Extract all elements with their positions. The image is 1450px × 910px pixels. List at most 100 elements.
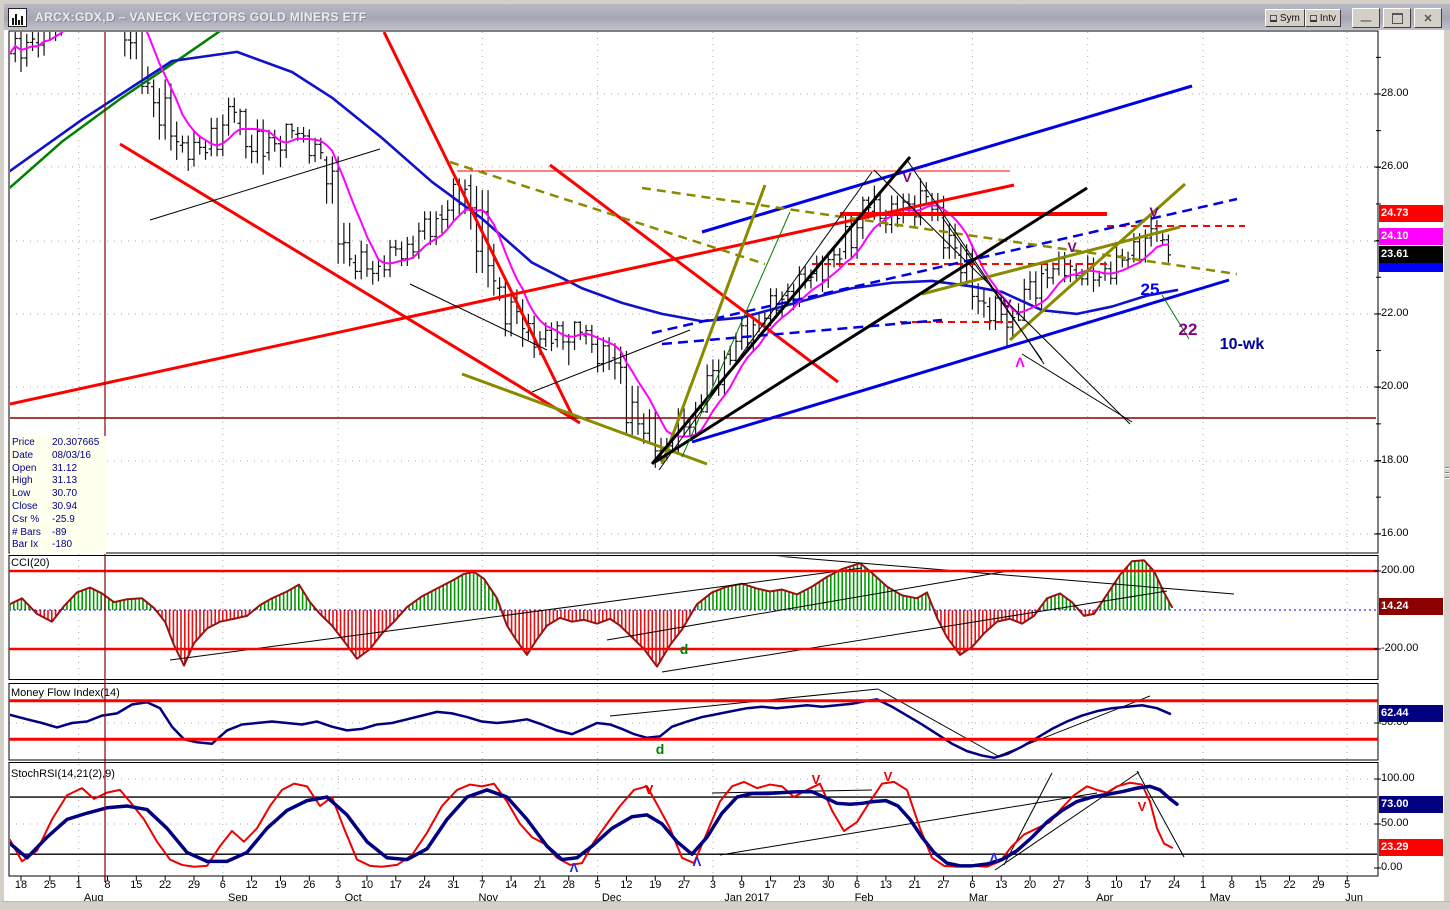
date-tick-label: 15 — [1254, 879, 1267, 891]
sto-tick-label: 50.00 — [1381, 817, 1409, 829]
mfi-panel-label: Money Flow Index(14) — [11, 687, 120, 699]
date-tick-label: 29 — [187, 879, 201, 891]
date-tick-label: 12 — [245, 879, 258, 891]
svg-text:d: d — [656, 741, 665, 757]
date-tick-label: 1 — [75, 879, 82, 891]
intv-button-icon — [1309, 14, 1317, 22]
title-bar[interactable]: ARCX:GDX,D – VANECK VECTORS GOLD MINERS … — [4, 4, 1450, 30]
date-tick-label: 27 — [677, 879, 691, 891]
svg-text:10-wk: 10-wk — [1220, 336, 1265, 353]
svg-text:V: V — [1138, 799, 1147, 814]
date-tick-label: 22 — [159, 879, 172, 891]
date-tick-label: 3 — [1084, 879, 1091, 891]
minimize-button[interactable]: — — [1352, 8, 1380, 28]
date-tick-label: 25 — [43, 879, 56, 891]
price-tick-label: 16.00 — [1381, 527, 1409, 539]
svg-text:V: V — [884, 769, 893, 784]
cci-panel — [10, 556, 1377, 673]
sym-button-icon — [1269, 14, 1277, 22]
maximize-button[interactable] — [1383, 8, 1411, 28]
date-tick-label: 7 — [479, 879, 486, 891]
date-tick-label: 28 — [562, 879, 575, 891]
date-tick-label: 12 — [620, 879, 633, 891]
splitter-grip-icon[interactable] — [1444, 464, 1450, 482]
price-info-box: Price 20.307665 Date 08/03/16 Open 31.12 High 3… — [10, 436, 106, 555]
info-row: # Bars -89 — [12, 526, 67, 538]
date-tick-label: 17 — [764, 879, 777, 891]
date-tick-label: 30 — [822, 879, 835, 891]
date-tick-label: 23 — [793, 879, 806, 891]
close-button[interactable]: ✕ — [1414, 8, 1442, 28]
date-tick-label: 13 — [995, 879, 1008, 891]
price-tick-label: 22.00 — [1381, 307, 1409, 319]
info-row: Price 20.307665 — [12, 437, 100, 448]
price-value-chip: 24.73 — [1379, 205, 1443, 222]
svg-text:22: 22 — [1179, 320, 1198, 339]
date-tick-label: 27 — [937, 879, 950, 891]
sto-value-chip: 73.00 — [1379, 796, 1443, 813]
info-row: Close 30.94 — [12, 500, 78, 512]
date-tick-label: 1 — [1199, 879, 1207, 891]
sto-value-chip: 23.29 — [1379, 839, 1443, 856]
info-row: High 31.13 — [12, 475, 78, 487]
info-row: Bar Ix -180 — [12, 539, 73, 551]
close-icon: ✕ — [1423, 12, 1433, 25]
svg-text:V: V — [1002, 296, 1012, 312]
svg-text:Λ: Λ — [990, 850, 999, 865]
price-tick-label: 18.00 — [1381, 454, 1409, 466]
sto-tick-label: 0.00 — [1381, 861, 1403, 873]
price-value-chip: 24.10 — [1379, 228, 1443, 245]
date-tick-label: 6 — [969, 879, 976, 891]
date-tick-label: 3 — [709, 879, 716, 891]
date-tick-label: 17 — [1139, 879, 1152, 891]
date-tick-label: 13 — [879, 879, 893, 891]
price-tick-label: 26.00 — [1381, 160, 1409, 172]
maximize-icon — [1391, 12, 1403, 24]
intv-button[interactable]: Intv — [1304, 9, 1341, 27]
app-icon — [8, 7, 27, 27]
svg-text:V: V — [902, 169, 912, 185]
svg-text:Λ: Λ — [693, 854, 702, 869]
date-tick-label: 21 — [533, 879, 547, 891]
svg-text:d: d — [680, 641, 689, 657]
date-tick-label: 3 — [335, 879, 342, 891]
sto-tick-label: 100.00 — [1381, 772, 1415, 784]
cci-tick-label: -200.00 — [1381, 642, 1419, 654]
price-panel — [10, 32, 1376, 471]
date-tick-label: 17 — [389, 879, 402, 891]
minimize-icon: — — [1360, 15, 1372, 27]
cci-panel-label: CCI(20) — [11, 557, 50, 569]
info-row: Csr % -25.9 — [12, 513, 75, 525]
date-tick-label: 21 — [908, 879, 921, 891]
date-tick-label: 10 — [1110, 879, 1123, 891]
date-tick-label: 18 — [14, 879, 28, 891]
date-tick-label: 5 — [594, 879, 601, 891]
date-tick-label: 8 — [1228, 879, 1235, 891]
date-tick-label: 6 — [854, 879, 861, 891]
gridlines — [9, 32, 1378, 876]
date-tick-label: 9 — [738, 879, 745, 891]
date-tick-label: 20 — [1023, 879, 1037, 891]
info-row: Low 30.70 — [12, 488, 78, 500]
splitter-strip[interactable] — [1444, 30, 1450, 906]
date-tick-label: 29 — [1312, 879, 1325, 891]
price-annotations: V V V V Λ 25 22 10-wk d d V V V V Λ Λ Λ — [570, 169, 1265, 875]
date-tick-label: 10 — [360, 879, 374, 891]
date-tick-label: 8 — [104, 879, 111, 891]
date-tick-label: 26 — [303, 879, 316, 891]
date-tick-label: 24 — [418, 879, 431, 891]
svg-text:V: V — [812, 772, 821, 787]
mfi-value-chip: 62.44 — [1379, 705, 1443, 722]
svg-text:Λ: Λ — [1015, 354, 1025, 370]
sym-button[interactable]: Sym — [1264, 9, 1305, 27]
cci-value-chip: 14.24 — [1379, 598, 1443, 615]
price-value-chip: 23.61 — [1379, 246, 1443, 263]
price-tick-label: 20.00 — [1381, 380, 1409, 392]
sto-panel — [10, 770, 1377, 871]
info-row: Open 31.12 — [12, 462, 78, 474]
date-tick-label: 24 — [1168, 879, 1181, 891]
svg-text:Λ: Λ — [570, 860, 579, 875]
date-tick-label: 27 — [1052, 879, 1065, 891]
